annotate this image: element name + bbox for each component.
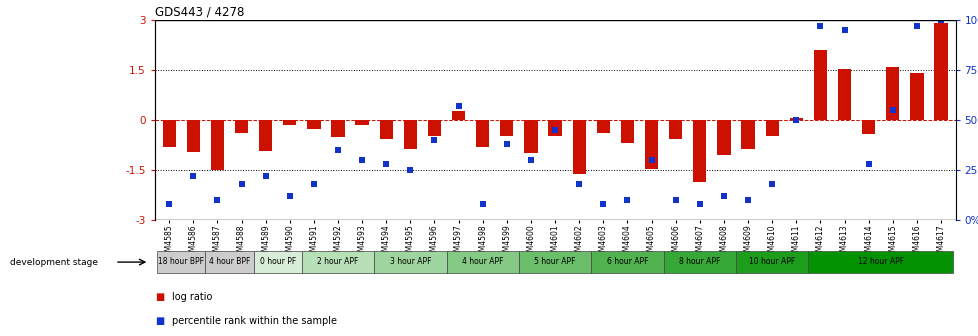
Point — [257, 173, 273, 179]
Text: ■: ■ — [155, 316, 163, 326]
Bar — [735, 251, 808, 273]
Bar — [162, 120, 176, 148]
Point — [644, 157, 659, 163]
Point — [450, 103, 466, 109]
Bar — [885, 67, 899, 120]
Point — [426, 137, 442, 143]
Point — [739, 198, 755, 203]
Text: 10 hour APF: 10 hour APF — [748, 257, 794, 266]
Point — [522, 157, 538, 163]
Text: 6 hour APF: 6 hour APF — [606, 257, 647, 266]
Bar — [645, 120, 657, 169]
Bar — [253, 251, 301, 273]
Bar — [933, 24, 947, 120]
Point — [474, 201, 490, 207]
Bar — [283, 120, 296, 125]
Point — [234, 181, 249, 187]
Point — [306, 181, 322, 187]
Point — [209, 198, 225, 203]
Bar — [403, 120, 417, 150]
Point — [619, 198, 635, 203]
Bar — [597, 120, 609, 133]
Point — [909, 24, 924, 29]
Text: 18 hour BPF: 18 hour BPF — [158, 257, 204, 266]
Point — [161, 201, 177, 207]
Text: GDS443 / 4278: GDS443 / 4278 — [155, 6, 244, 19]
Point — [330, 148, 345, 153]
Point — [402, 167, 418, 173]
Bar — [331, 120, 344, 137]
Point — [282, 194, 297, 199]
Point — [354, 157, 370, 163]
Bar — [475, 120, 489, 147]
Bar — [156, 251, 205, 273]
Bar — [355, 120, 369, 125]
Bar — [813, 50, 826, 120]
Bar — [808, 251, 953, 273]
Bar — [740, 120, 754, 150]
Bar — [500, 120, 512, 136]
Bar — [524, 120, 537, 154]
Point — [378, 161, 394, 167]
Bar — [210, 120, 224, 170]
Text: 12 hour APF: 12 hour APF — [857, 257, 903, 266]
Bar — [301, 251, 374, 273]
Point — [787, 118, 803, 123]
Bar — [307, 120, 320, 129]
Bar — [205, 251, 253, 273]
Bar — [765, 120, 778, 136]
Point — [812, 24, 827, 29]
Point — [715, 194, 731, 199]
Bar — [379, 120, 392, 139]
Bar — [789, 119, 802, 120]
Point — [932, 17, 948, 23]
Bar — [663, 251, 735, 273]
Bar — [572, 120, 585, 174]
Bar — [668, 120, 682, 139]
Text: 4 hour BPF: 4 hour BPF — [208, 257, 250, 266]
Text: 4 hour APF: 4 hour APF — [462, 257, 503, 266]
Text: 3 hour APF: 3 hour APF — [389, 257, 430, 266]
Bar — [591, 251, 663, 273]
Bar — [717, 120, 730, 155]
Bar — [446, 251, 518, 273]
Point — [667, 198, 683, 203]
Text: 8 hour APF: 8 hour APF — [679, 257, 720, 266]
Bar — [235, 120, 247, 133]
Text: 5 hour APF: 5 hour APF — [534, 257, 575, 266]
Bar — [837, 70, 850, 120]
Bar — [427, 120, 441, 136]
Text: development stage: development stage — [10, 258, 98, 266]
Bar — [548, 120, 561, 136]
Point — [571, 181, 587, 187]
Text: log ratio: log ratio — [172, 292, 212, 302]
Point — [884, 108, 900, 113]
Text: ■: ■ — [155, 292, 163, 302]
Point — [499, 141, 514, 147]
Bar — [259, 120, 272, 151]
Bar — [692, 120, 706, 182]
Point — [691, 201, 707, 207]
Point — [836, 28, 852, 33]
Point — [860, 161, 875, 167]
Bar — [452, 111, 465, 120]
Bar — [374, 251, 446, 273]
Point — [185, 173, 200, 179]
Text: 0 hour PF: 0 hour PF — [259, 257, 295, 266]
Point — [764, 181, 779, 187]
Bar — [910, 73, 922, 120]
Point — [547, 127, 562, 133]
Point — [595, 201, 610, 207]
Bar — [187, 120, 200, 152]
Bar — [862, 120, 874, 134]
Bar — [518, 251, 591, 273]
Bar — [620, 120, 634, 143]
Text: percentile rank within the sample: percentile rank within the sample — [172, 316, 337, 326]
Text: 2 hour APF: 2 hour APF — [317, 257, 358, 266]
